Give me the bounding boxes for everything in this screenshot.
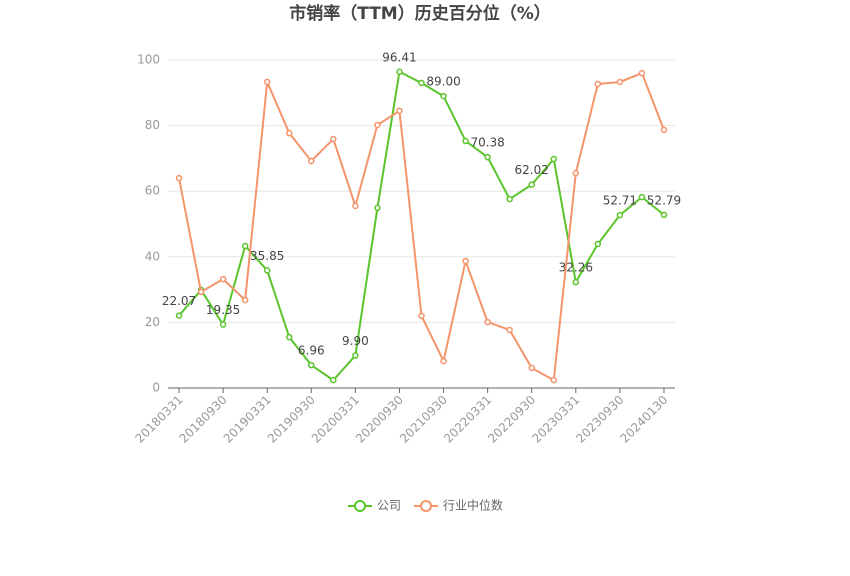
point <box>528 181 535 188</box>
point <box>418 312 425 320</box>
point <box>396 68 403 76</box>
point <box>440 92 447 100</box>
point <box>219 275 227 283</box>
point <box>396 107 403 115</box>
legend-label: 公司 <box>377 499 401 513</box>
data-label: 35.85 <box>250 249 284 263</box>
point <box>594 80 602 88</box>
point <box>418 79 425 87</box>
legend-marker <box>354 500 366 512</box>
point <box>263 78 271 86</box>
y-tick-label: 0 <box>152 381 160 395</box>
x-tick-label: 20240130 <box>617 393 670 446</box>
point <box>594 240 602 248</box>
data-label: 19.35 <box>206 303 240 317</box>
y-tick-label: 80 <box>145 118 160 132</box>
point <box>550 155 558 163</box>
series-line <box>178 71 665 382</box>
point <box>352 352 359 359</box>
data-label: 96.41 <box>382 50 416 64</box>
point <box>660 126 668 134</box>
y-tick-label: 100 <box>137 53 160 67</box>
point <box>660 211 668 219</box>
point <box>616 211 624 219</box>
data-label: 52.71 <box>603 194 637 208</box>
data-label: 62.02 <box>515 163 549 177</box>
point <box>175 174 183 182</box>
point <box>352 202 359 210</box>
y-tick-label: 60 <box>145 184 160 198</box>
point <box>638 193 646 201</box>
legend-marker <box>420 500 432 512</box>
point <box>506 195 513 203</box>
data-label: 52.79 <box>647 193 681 207</box>
point <box>308 361 315 369</box>
data-label: 6.96 <box>298 344 325 358</box>
point <box>374 121 381 129</box>
point <box>638 69 646 77</box>
point <box>241 296 249 304</box>
point <box>462 257 469 265</box>
data-label: 70.38 <box>470 136 504 150</box>
point <box>616 78 624 86</box>
point <box>330 135 337 143</box>
chart-title: 市销率（TTM）历史百分位（%） <box>289 3 551 24</box>
data-label: 89.00 <box>426 75 460 89</box>
point <box>308 157 315 165</box>
point <box>484 153 491 161</box>
point <box>374 204 381 212</box>
point <box>285 333 293 341</box>
point <box>285 129 293 137</box>
point <box>572 278 580 286</box>
point <box>175 312 183 319</box>
point <box>197 288 205 296</box>
y-tick-label: 20 <box>145 315 160 329</box>
data-label: 9.90 <box>342 334 369 348</box>
point <box>440 357 447 365</box>
point <box>263 267 271 274</box>
point <box>506 326 513 334</box>
y-tick-label: 40 <box>145 249 160 263</box>
point <box>572 169 580 177</box>
data-label: 22.07 <box>162 294 196 308</box>
point <box>484 318 491 326</box>
point <box>330 376 337 384</box>
data-label: 32.26 <box>559 261 593 275</box>
legend-label: 行业中位数 <box>443 498 503 513</box>
point <box>550 376 558 384</box>
point <box>219 321 227 328</box>
point <box>241 242 249 250</box>
point <box>462 137 469 145</box>
point <box>528 364 535 372</box>
